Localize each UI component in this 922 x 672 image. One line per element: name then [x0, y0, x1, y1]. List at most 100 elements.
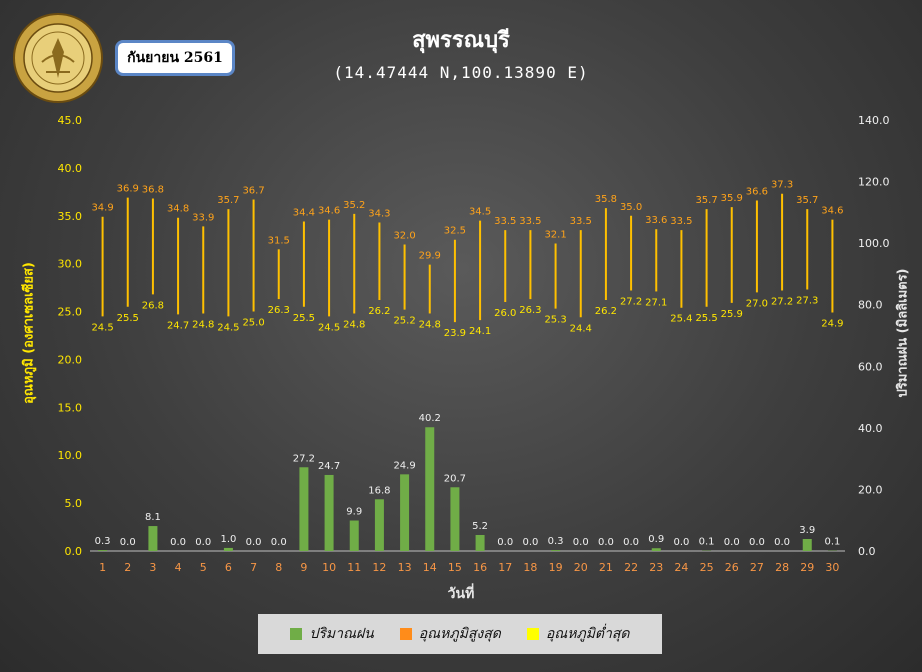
x-tick-label: 18 [523, 561, 537, 574]
tmin-data-label: 25.5 [117, 313, 139, 324]
tmin-data-label: 24.1 [469, 326, 491, 337]
tmax-data-label: 34.9 [91, 203, 113, 214]
rain-bar [425, 427, 435, 551]
tmax-data-label: 37.3 [771, 180, 793, 191]
tmax-data-label: 34.8 [167, 204, 189, 215]
tmin-data-label: 24.7 [167, 320, 189, 331]
y-left-tick-label: 20.0 [58, 353, 83, 366]
rain-bar [324, 474, 334, 551]
x-tick-label: 21 [599, 561, 613, 574]
rain-bar [802, 538, 812, 551]
x-tick-label: 23 [649, 561, 663, 574]
tmax-data-label: 32.0 [393, 231, 415, 242]
rain-data-label: 0.0 [120, 537, 136, 548]
tmax-data-label: 35.8 [595, 194, 617, 205]
rain-data-label: 3.9 [799, 525, 815, 536]
tmin-data-label: 24.8 [343, 319, 365, 330]
tmin-data-label: 26.2 [368, 306, 390, 317]
tmin-data-label: 24.4 [570, 323, 592, 334]
rain-data-label: 0.0 [724, 537, 740, 548]
tmax-data-label: 35.2 [343, 200, 365, 211]
tmax-data-label: 29.9 [419, 251, 441, 262]
tmax-data-label: 34.5 [469, 207, 491, 218]
tmax-data-label: 33.5 [670, 216, 692, 227]
x-axis-label: วันที่ [447, 586, 475, 602]
x-tick-label: 13 [398, 561, 412, 574]
tmin-data-label: 24.5 [91, 322, 113, 333]
tmin-data-label: 27.2 [771, 296, 793, 307]
rain-data-label: 0.0 [623, 537, 639, 548]
rain-bar [148, 526, 158, 551]
legend-label-tmax: อุณหภูมิสูงสุด [418, 626, 501, 642]
rain-data-label: 0.0 [271, 537, 287, 548]
tmin-data-label: 25.5 [695, 313, 717, 324]
tmin-data-label: 25.9 [721, 309, 743, 320]
x-tick-label: 2 [124, 561, 131, 574]
tmin-data-label: 25.2 [393, 316, 415, 327]
tmax-data-label: 36.8 [142, 185, 164, 196]
tmax-data-label: 33.5 [519, 216, 541, 227]
rain-data-label: 24.7 [318, 461, 340, 472]
tmax-data-label: 35.7 [217, 195, 239, 206]
rain-data-label: 0.9 [648, 534, 664, 545]
rain-data-label: 0.0 [497, 537, 513, 548]
tmax-data-label: 32.5 [444, 226, 466, 237]
y-left-tick-label: 30.0 [58, 258, 83, 271]
y-right-tick-label: 140.0 [858, 114, 890, 127]
rain-data-label: 40.2 [419, 413, 441, 424]
rain-data-label: 0.0 [774, 537, 790, 548]
y-left-tick-label: 0.0 [65, 545, 83, 558]
x-tick-label: 19 [549, 561, 563, 574]
rain-bar [299, 467, 309, 551]
tmax-data-label: 34.6 [318, 206, 340, 217]
tmax-data-label: 33.5 [570, 216, 592, 227]
x-tick-label: 10 [322, 561, 336, 574]
rain-bar [475, 534, 485, 551]
y-right-tick-label: 0.0 [858, 545, 876, 558]
y-right-tick-label: 20.0 [858, 483, 883, 496]
y-right-tick-label: 40.0 [858, 422, 883, 435]
x-tick-label: 25 [700, 561, 714, 574]
rain-data-label: 24.9 [393, 460, 415, 471]
legend: ปริมาณฝน อุณหภูมิสูงสุด อุณหภูมิต่ำสุด [258, 614, 662, 654]
rain-bar [450, 487, 460, 551]
tmax-data-label: 33.9 [192, 212, 214, 223]
chart-subtitle: (14.47444 N,100.13890 E) [333, 63, 589, 82]
legend-item-rain: ปริมาณฝน [290, 623, 374, 645]
tmin-data-label: 26.3 [268, 305, 290, 316]
tmin-data-label: 26.8 [142, 300, 164, 311]
y-left-tick-label: 5.0 [65, 497, 83, 510]
rain-data-label: 1.0 [220, 534, 236, 545]
chart-title: สุพรรณบุรี [412, 28, 510, 53]
rain-data-label: 0.0 [673, 537, 689, 548]
tmax-data-label: 34.6 [821, 206, 843, 217]
legend-label-rain: ปริมาณฝน [309, 626, 374, 642]
rain-bar [651, 548, 661, 551]
tmin-data-label: 27.0 [746, 298, 768, 309]
tmin-data-label: 27.2 [620, 296, 642, 307]
rain-bar [223, 547, 233, 551]
x-tick-label: 20 [574, 561, 588, 574]
tmax-data-label: 31.5 [268, 235, 290, 246]
rain-data-label: 0.3 [548, 536, 564, 547]
rain-data-label: 0.1 [699, 537, 715, 548]
tmax-data-label: 32.1 [544, 230, 566, 241]
rain-data-label: 0.3 [95, 536, 111, 547]
tmax-data-label: 33.6 [645, 215, 667, 226]
y-left-tick-label: 35.0 [58, 210, 83, 223]
tmax-data-label: 35.7 [695, 195, 717, 206]
month-label-box: กันยายน 2561 [115, 40, 235, 76]
x-tick-label: 16 [473, 561, 487, 574]
rain-bar [349, 520, 359, 551]
rain-data-label: 0.0 [246, 537, 262, 548]
x-tick-label: 4 [175, 561, 182, 574]
x-tick-label: 9 [300, 561, 307, 574]
rain-data-label: 0.0 [170, 537, 186, 548]
legend-item-tmax: อุณหภูมิสูงสุด [399, 623, 501, 645]
tmax-data-label: 36.7 [242, 185, 264, 196]
x-tick-label: 30 [825, 561, 839, 574]
y-left-tick-label: 10.0 [58, 449, 83, 462]
tmin-data-label: 26.2 [595, 306, 617, 317]
